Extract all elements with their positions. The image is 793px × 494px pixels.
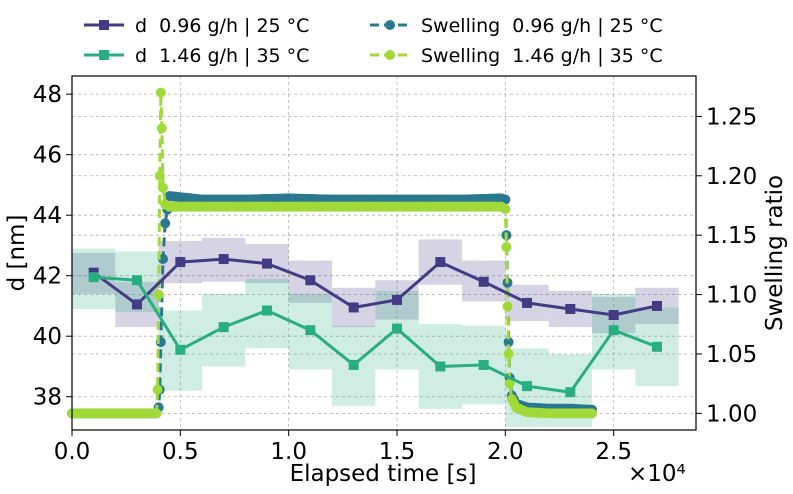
legend-label-d-35: d 1.46 g/h | 35 °C	[135, 45, 309, 67]
y-right-tick-label: 1.25	[706, 104, 757, 130]
legend-marker	[99, 20, 109, 30]
y-left-tick-label: 42	[33, 264, 62, 290]
swelling-point	[153, 289, 164, 300]
legend-item-swelling-25: Swelling 0.96 g/h | 25 °C	[370, 15, 663, 37]
x-tick-label: 0.5	[162, 439, 199, 465]
d-point	[348, 302, 359, 313]
legend-label-swelling-35: Swelling 1.46 g/h | 35 °C	[421, 45, 663, 67]
d-point	[435, 257, 446, 268]
d-point	[262, 258, 272, 269]
d-point	[392, 294, 402, 305]
swelling-point	[156, 123, 167, 134]
y-left-tick-label: 40	[33, 324, 62, 350]
d-point	[522, 297, 532, 308]
swelling-line	[72, 92, 592, 415]
d-point	[348, 359, 359, 370]
d-point	[88, 272, 99, 283]
d-point	[218, 322, 229, 333]
swelling-point	[155, 87, 166, 98]
d-point	[218, 254, 229, 265]
d-point	[478, 359, 489, 370]
d-point	[305, 325, 316, 336]
legend-item-swelling-35: Swelling 1.46 g/h | 35 °C	[370, 45, 663, 67]
d-point	[478, 276, 489, 287]
legend-label-swelling-25: Swelling 0.96 g/h | 25 °C	[421, 15, 663, 37]
d-point	[652, 341, 662, 352]
swelling-point	[152, 384, 163, 395]
legend-label-d-25: d 0.96 g/h | 25 °C	[135, 15, 309, 37]
legend-item-d-35: d 1.46 g/h | 35 °C	[84, 45, 309, 67]
swelling-point	[501, 242, 512, 253]
d-point	[565, 387, 576, 398]
swelling-point	[500, 204, 511, 215]
x-tick-label: 1.0	[270, 439, 307, 465]
swelling-point	[160, 218, 171, 229]
d-point	[132, 275, 142, 286]
d-line	[92, 257, 658, 317]
x-tick-label: 2.5	[595, 439, 632, 465]
d-point	[608, 325, 619, 336]
legend-marker	[99, 50, 109, 60]
y-left-tick-label: 46	[33, 143, 62, 169]
y-right-tick-label: 1.20	[706, 164, 757, 190]
d-point	[305, 275, 316, 286]
y-left-tick-label: 48	[33, 82, 62, 108]
d-point	[565, 303, 576, 314]
legend-swatch-swelling-35	[370, 50, 410, 60]
x-axis-offset-label: ×10⁴	[628, 461, 686, 487]
legend-marker	[385, 20, 395, 30]
plot-frame	[71, 75, 697, 431]
d-point	[392, 323, 402, 334]
y-left-tick-label: 44	[33, 203, 62, 229]
d-point	[608, 310, 619, 321]
legend-item-d-25: d 0.96 g/h | 25 °C	[84, 15, 309, 37]
swelling-point	[503, 348, 514, 359]
swelling-point	[502, 301, 513, 312]
y-axis-left-label: d [nm]	[4, 215, 30, 292]
y-right-tick-label: 1.10	[706, 283, 757, 309]
series-layer	[67, 87, 662, 419]
d-line	[93, 275, 658, 394]
x-axis-label: Elapsed time [s]	[290, 461, 477, 487]
d-point	[175, 344, 186, 355]
swelling-point	[151, 408, 162, 419]
swelling-point	[587, 408, 597, 419]
d-point	[175, 257, 186, 268]
swelling-point	[154, 170, 165, 181]
legend-swatch-d-25	[84, 20, 124, 30]
legend-swatch-swelling-25	[370, 20, 410, 30]
legend-swatch-d-35	[84, 50, 124, 60]
d-point	[652, 300, 662, 311]
x-tick-label: 1.5	[379, 439, 416, 465]
swelling-point	[158, 182, 168, 193]
x-tick-label: 2.0	[487, 439, 524, 465]
d-point	[132, 299, 142, 310]
swelling-point	[504, 378, 515, 389]
x-tick-label: 0.0	[54, 439, 91, 465]
y-right-tick-label: 1.05	[706, 342, 757, 368]
legend: d 0.96 g/h | 25 °C Swelling 0.96 g/h | 2…	[84, 15, 663, 67]
y-right-tick-label: 1.00	[706, 401, 757, 427]
legend-marker	[385, 50, 395, 60]
y-right-tick-label: 1.15	[706, 223, 757, 249]
d-point	[435, 361, 446, 372]
d-point	[262, 305, 272, 316]
ticks: 0.0 0.5 1.0 1.5 2.0 2.5 38 40 42 44 46 48 1.00 1.05 1.…	[33, 82, 758, 465]
d-point	[522, 381, 532, 392]
y-left-tick-label: 38	[33, 385, 62, 411]
swelling-point	[503, 337, 514, 348]
y-axis-right-label: Swelling ratio	[762, 175, 788, 331]
grid	[71, 76, 696, 430]
